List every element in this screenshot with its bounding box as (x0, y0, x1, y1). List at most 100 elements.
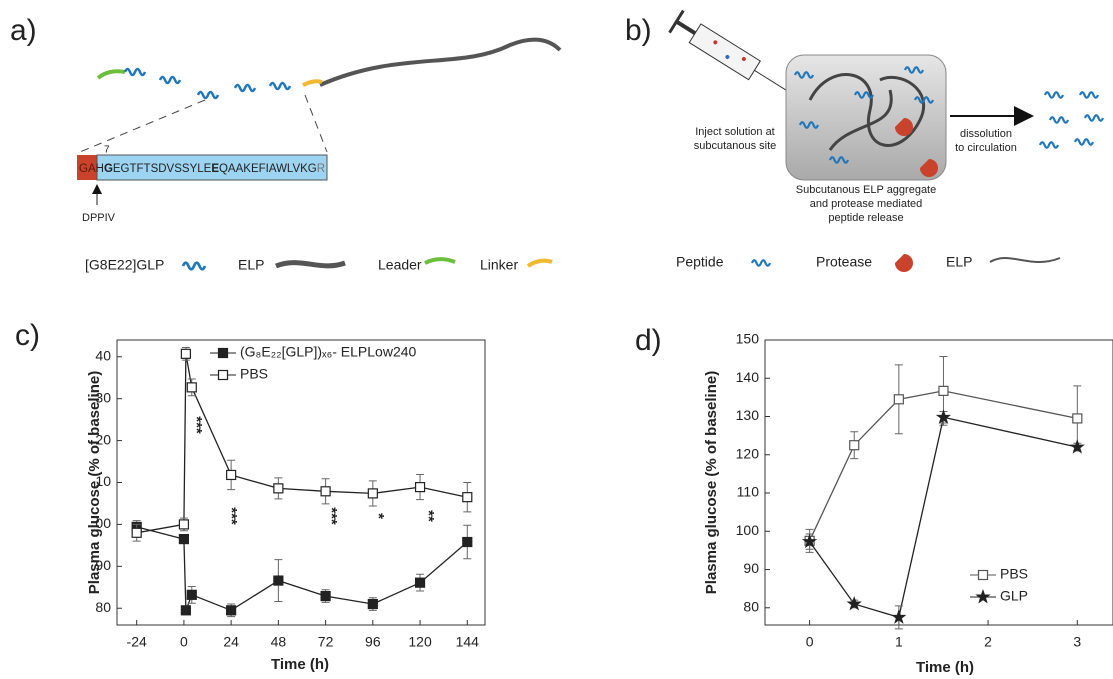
legend-elp (275, 260, 346, 269)
peptide (828, 156, 850, 164)
y-tick-label: 120 (736, 445, 760, 461)
marker (891, 609, 907, 624)
legend-text: Protease (816, 254, 872, 270)
note: dissolution (960, 128, 1012, 140)
marker (273, 575, 284, 586)
seq-part: G (104, 163, 113, 175)
y-axis-label: Plasma glucose (% of baseline) (703, 371, 720, 594)
protease (895, 118, 913, 136)
x-tick-label: 120 (408, 634, 432, 650)
marker (367, 598, 378, 610)
aggregate-box (785, 54, 947, 181)
peptide (1073, 138, 1095, 146)
x-tick-label: -24 (127, 634, 147, 650)
plot-frame (764, 339, 1113, 626)
seq-part: R (317, 163, 325, 175)
marker (462, 492, 473, 503)
peptide (158, 75, 182, 85)
peptide (798, 121, 820, 129)
note: peptide release (828, 212, 903, 224)
chart: d) 0 1 2 3 80 90 100 110 120 130 140 150 Time (h) Plas… (635, 324, 1113, 676)
syringe (668, 9, 789, 92)
significance: ** (420, 510, 437, 522)
note: subcutanous site (694, 140, 777, 152)
peptide (1038, 141, 1060, 149)
marker (846, 595, 862, 611)
x-tick-label: 144 (456, 634, 480, 650)
marker (801, 533, 818, 549)
y-axis-label: Plasma glucose (% of baseline) (86, 371, 103, 594)
marker (414, 482, 426, 493)
y-tick-label: 90 (95, 557, 111, 573)
y-tick-label: 00 (95, 515, 111, 531)
legend-marker (977, 569, 989, 581)
protease (920, 159, 938, 177)
marker (320, 486, 331, 497)
significance: *** (323, 507, 340, 525)
x-axis-label: Time (h) (271, 656, 329, 673)
legend-text: PBS (1000, 566, 1028, 582)
seq-part: EGTFTSDVSSYLE (113, 163, 212, 175)
peptide (1048, 116, 1070, 124)
marker (320, 590, 331, 602)
x-tick-label: 0 (180, 634, 188, 650)
seq-part: H (96, 163, 104, 175)
peptide (1043, 91, 1065, 99)
y-tick-label: 150 (736, 331, 760, 347)
legend-text: PBS (240, 366, 268, 382)
seq-red (77, 155, 97, 180)
marker (367, 488, 378, 499)
peptide (1083, 114, 1105, 122)
significance: *** (188, 416, 205, 434)
x-tick-label: 72 (318, 634, 334, 650)
marker (273, 483, 284, 494)
panel-label: c) (15, 319, 40, 352)
marker (849, 440, 860, 451)
legend-marker (217, 347, 229, 359)
x-tick-label: 24 (223, 634, 239, 650)
enzyme: DPPIV (82, 212, 116, 224)
marker (1072, 413, 1083, 424)
elp-chain (319, 37, 562, 87)
series-line (136, 353, 468, 534)
legend-elp (989, 257, 1061, 263)
x-tick-label: 0 (806, 634, 814, 650)
y-tick-label: 30 (95, 389, 111, 405)
chart: c) -24 0 24 48 72 96 120 144 80 90 00 10 20 30 40 Time (… (15, 319, 486, 673)
legend-protease (895, 254, 913, 272)
y-tick-label: 80 (743, 598, 759, 614)
note: and protease mediated (810, 198, 923, 210)
marker (935, 409, 952, 424)
y-tick-label: 140 (736, 369, 760, 385)
legend-leader (424, 257, 456, 265)
x-tick-label: 1 (895, 634, 903, 650)
peptide (1078, 91, 1100, 99)
peptide (181, 261, 207, 271)
y-tick-label: 110 (737, 484, 760, 500)
marker (226, 605, 237, 616)
marker (186, 382, 197, 393)
x-tick-label: 48 (271, 634, 287, 650)
sequence: GAHGEGTFTSDVSSYLEEQAAKEFIAWLVKGR (79, 163, 325, 175)
peptide (268, 81, 292, 91)
legend-text: Linker (480, 257, 518, 273)
x-axis-label: Time (h) (916, 659, 974, 676)
marker (180, 605, 191, 616)
panel-label: b) (625, 14, 652, 47)
seq-part: GA (79, 163, 96, 175)
marker (186, 589, 197, 600)
elp-tangle (808, 73, 926, 151)
legend-text: (G₈E₂₂[GLP])ₓ₆- ELPLow240 (240, 344, 417, 360)
leader (96, 69, 126, 80)
position-mark: 7 (104, 145, 110, 156)
peptide (233, 83, 257, 93)
x-tick-label: 96 (365, 634, 381, 650)
peptide (196, 90, 220, 100)
significance: *** (223, 507, 240, 525)
legend-text: ELP (946, 254, 972, 270)
y-tick-label: 130 (736, 407, 760, 423)
seq-part: QAAKEFIAWLVKG (219, 163, 317, 175)
peptide (793, 71, 815, 79)
seq-part: E (211, 163, 219, 175)
zoom-line (79, 99, 206, 153)
